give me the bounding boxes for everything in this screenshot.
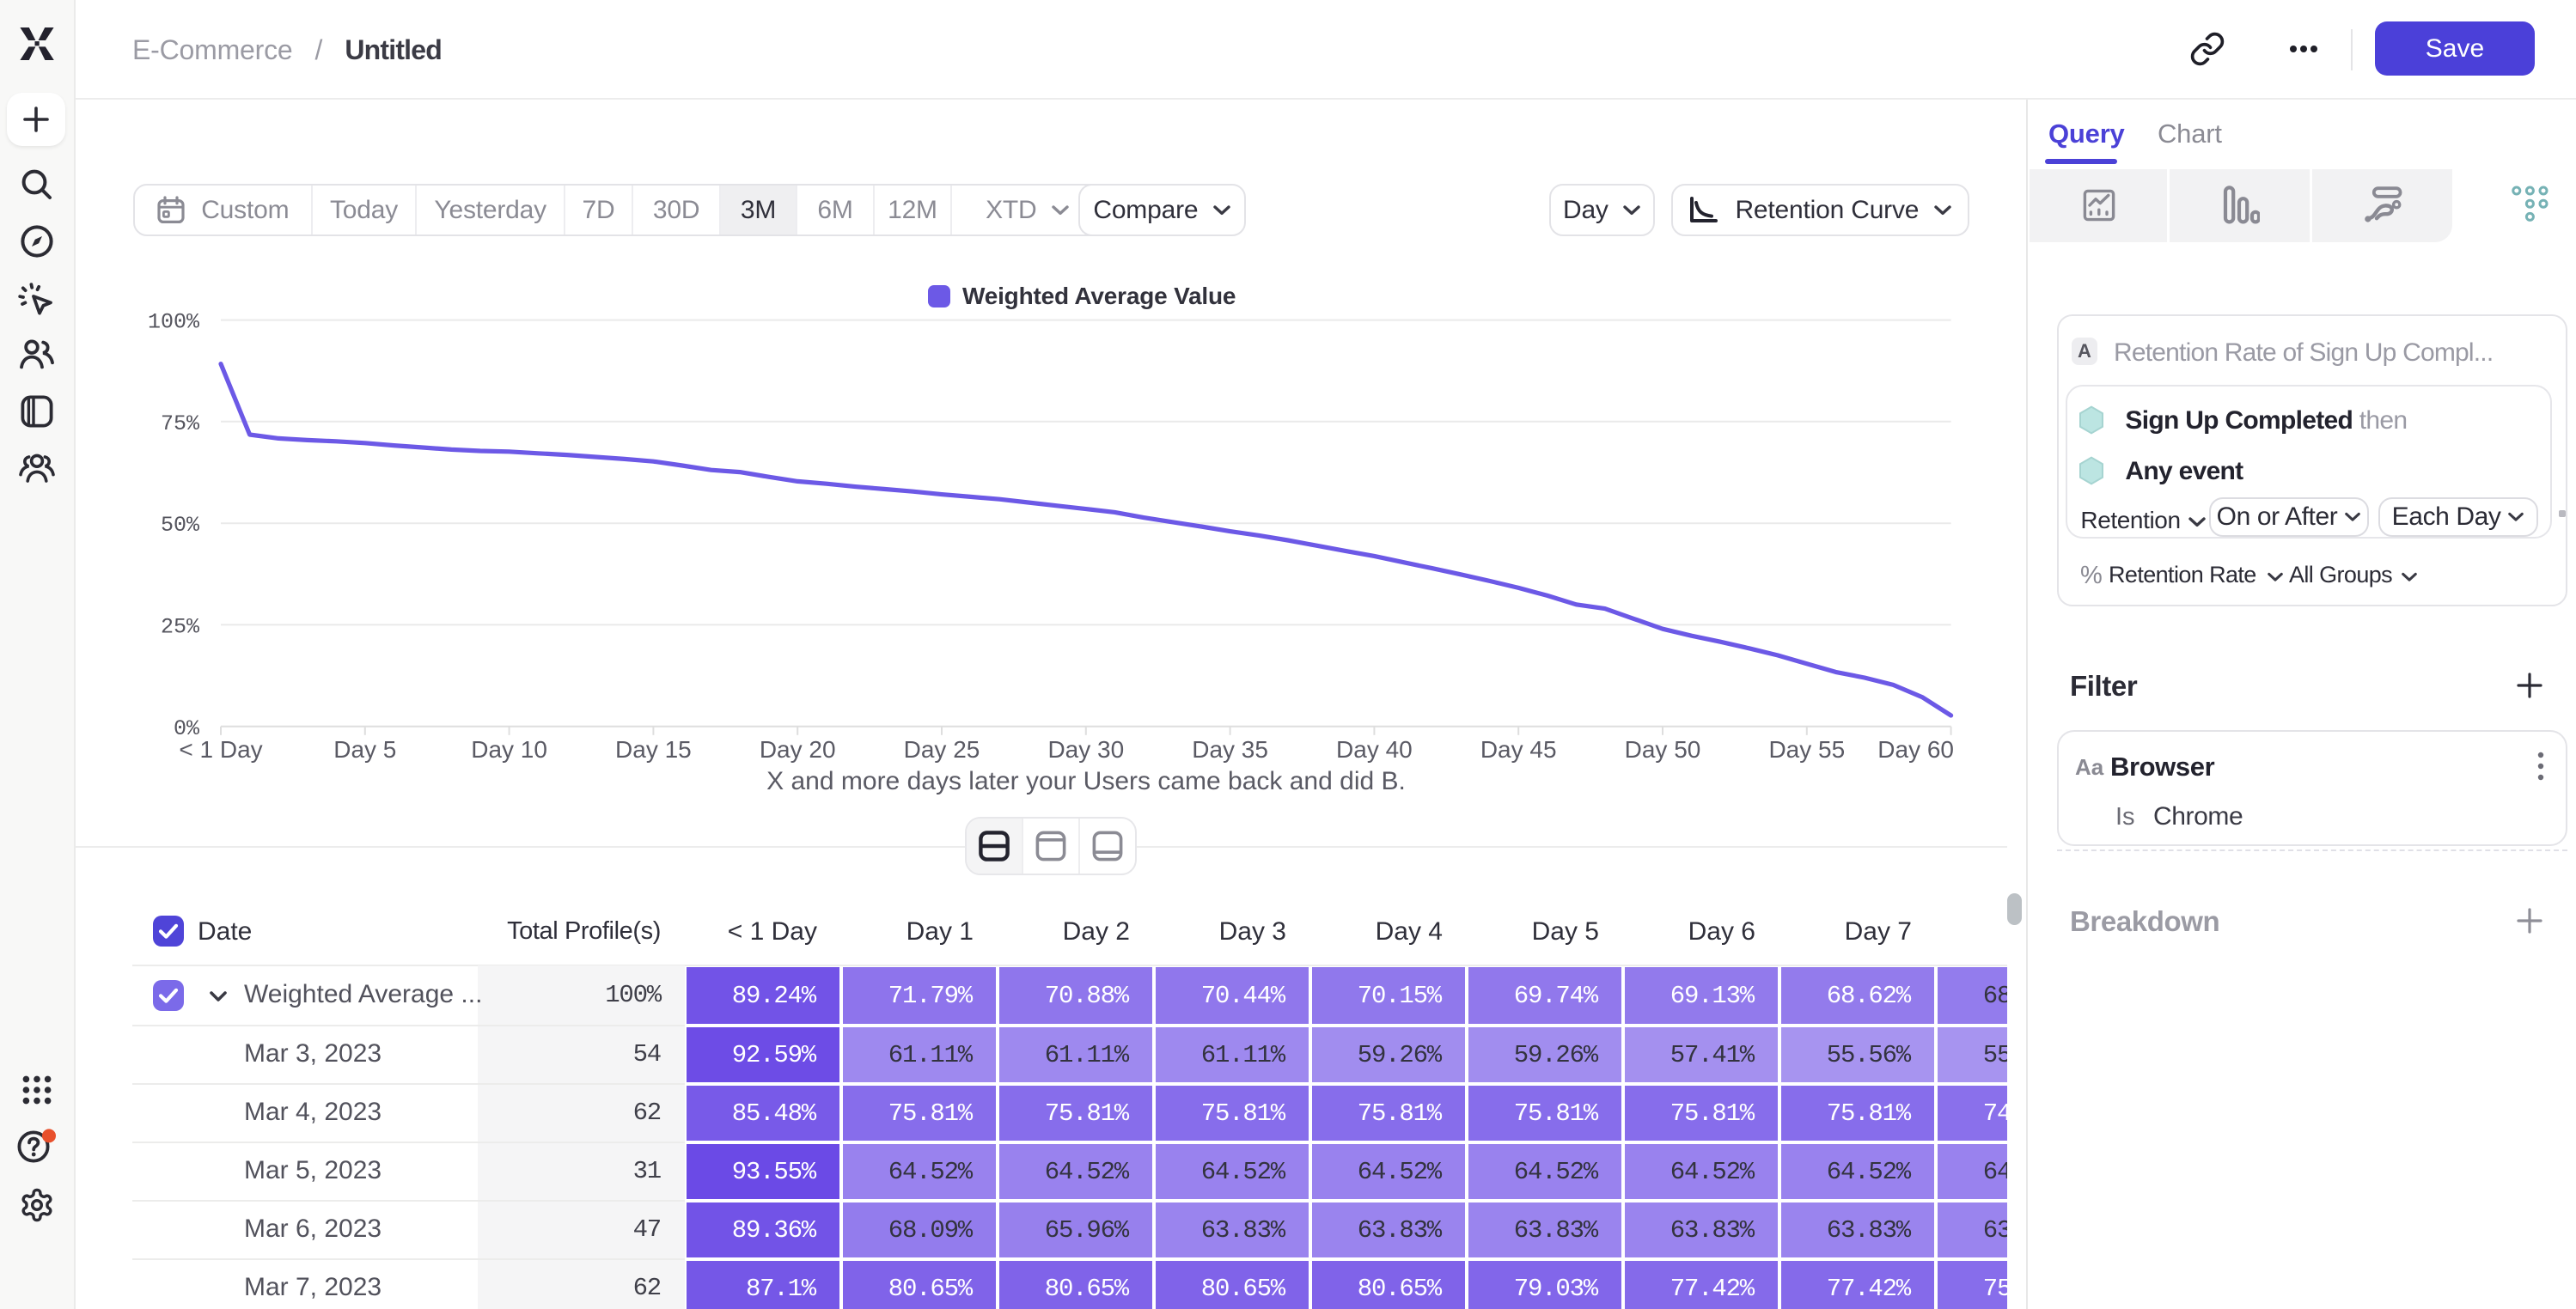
svg-text:< 1 Day: < 1 Day <box>179 736 262 763</box>
svg-text:Day 55: Day 55 <box>1768 736 1845 763</box>
svg-text:50%: 50% <box>161 513 200 538</box>
svg-text:X and more days later your Use: X and more days later your Users came ba… <box>766 767 1406 795</box>
svg-text:Day 15: Day 15 <box>615 736 692 763</box>
svg-text:Day 60: Day 60 <box>1877 736 1954 763</box>
svg-text:Day 25: Day 25 <box>904 736 980 763</box>
svg-text:75%: 75% <box>161 411 200 436</box>
svg-text:Day 10: Day 10 <box>471 736 547 763</box>
svg-text:Day 40: Day 40 <box>1336 736 1413 763</box>
svg-text:Day 35: Day 35 <box>1192 736 1268 763</box>
svg-text:0%: 0% <box>174 716 200 741</box>
svg-text:Day 30: Day 30 <box>1047 736 1124 763</box>
svg-text:Day 45: Day 45 <box>1480 736 1557 763</box>
svg-text:100%: 100% <box>148 310 200 335</box>
svg-text:Day 20: Day 20 <box>760 736 836 763</box>
svg-text:25%: 25% <box>161 614 200 639</box>
svg-text:Day 5: Day 5 <box>333 736 396 763</box>
svg-text:Day 50: Day 50 <box>1625 736 1701 763</box>
